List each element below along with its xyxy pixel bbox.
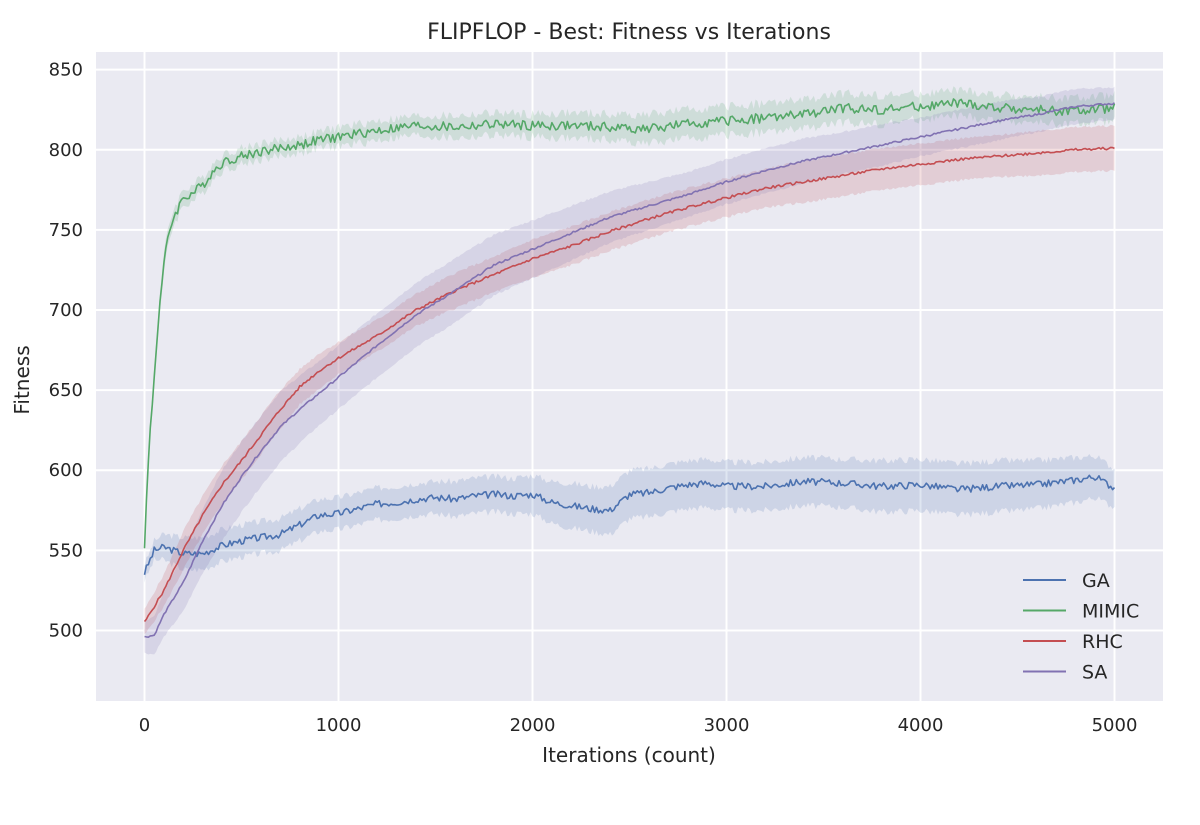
legend-label-mimic: MIMIC: [1082, 601, 1139, 623]
y-tick-label: 500: [49, 620, 83, 641]
series-line-mimic: [143, 98, 1116, 549]
y-tick-label: 550: [49, 540, 83, 561]
x-axis-label: Iterations (count): [542, 743, 716, 767]
x-tick-label: 0: [139, 715, 150, 736]
x-tick-label: 1000: [316, 715, 362, 736]
series-lines: [143, 98, 1116, 639]
legend-label-ga: GA: [1082, 570, 1110, 592]
y-tick-label: 850: [49, 60, 83, 81]
y-axis-label: Fitness: [10, 345, 34, 414]
x-tick-labels: 0 1000 2000 3000 4000 5000: [139, 715, 1138, 736]
legend-label-rhc: RHC: [1082, 631, 1123, 653]
band-rhc: [144, 124, 1115, 635]
x-tick-label: 3000: [704, 715, 750, 736]
series-line-rhc: [143, 146, 1115, 623]
series-line-sa: [144, 102, 1116, 639]
y-tick-label: 650: [49, 380, 83, 401]
series-line-ga: [143, 474, 1116, 575]
grid: [96, 52, 1163, 701]
chart-title: FLIPFLOP - Best: Fitness vs Iterations: [427, 20, 831, 45]
y-tick-label: 750: [49, 220, 83, 241]
y-tick-label: 700: [49, 300, 83, 321]
y-tick-labels: 500 550 600 650 700 750 800 850: [49, 60, 83, 642]
x-tick-label: 5000: [1092, 715, 1138, 736]
plot-area: [96, 52, 1163, 701]
band-sa: [144, 86, 1115, 655]
y-tick-label: 600: [49, 460, 83, 481]
legend: GA MIMIC RHC SA: [1023, 570, 1139, 684]
x-tick-label: 4000: [898, 715, 944, 736]
x-tick-label: 2000: [510, 715, 556, 736]
legend-label-sa: SA: [1082, 662, 1107, 684]
y-tick-label: 800: [49, 140, 83, 161]
